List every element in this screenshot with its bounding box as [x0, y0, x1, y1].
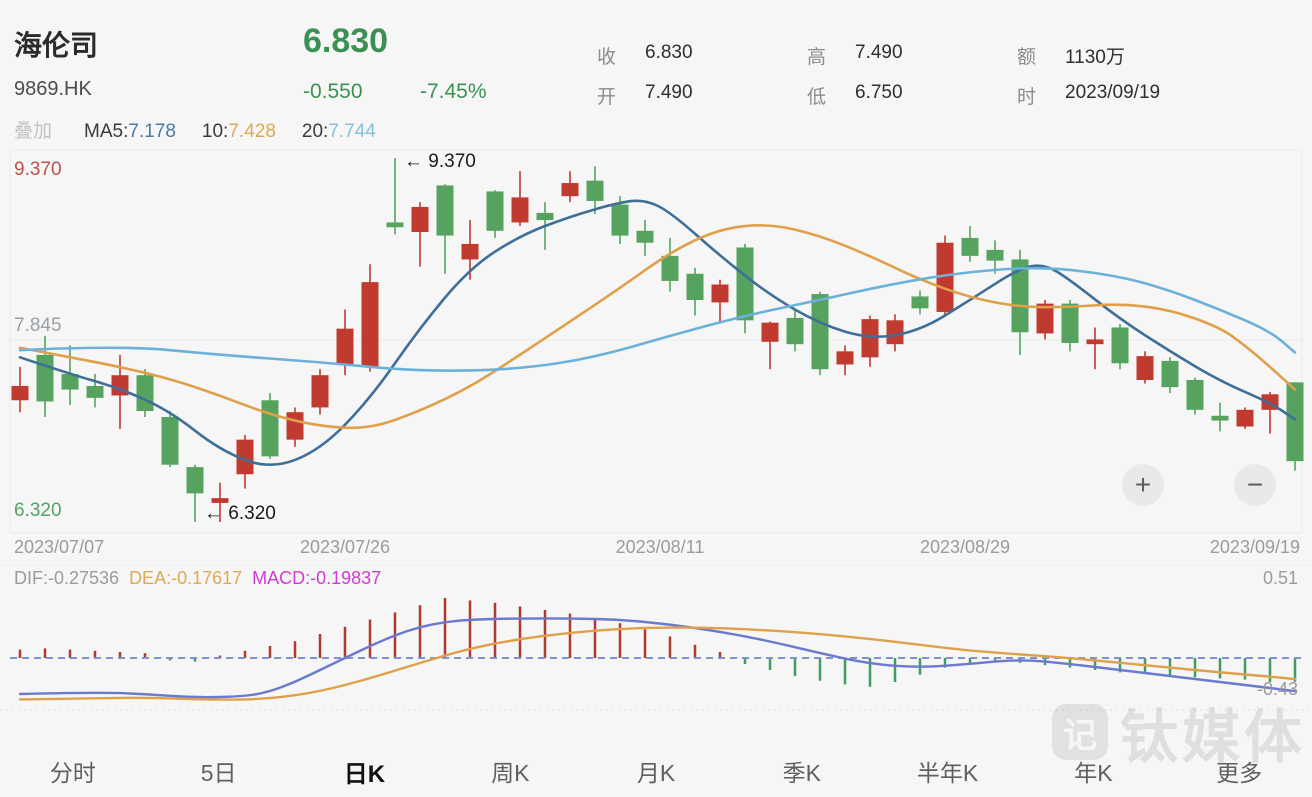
ma5-legend: MA5:7.178: [84, 121, 176, 142]
ma20-legend: 20:7.744: [301, 121, 376, 142]
x-axis-date: 2023/07/07: [14, 537, 105, 557]
ma10-legend: 10:7.428: [201, 121, 276, 142]
overlay-button[interactable]: 叠加: [14, 121, 53, 142]
zoom-in-button[interactable]: +: [1122, 464, 1164, 506]
minus-icon: −: [1246, 469, 1264, 500]
quote-label-low: 低: [807, 87, 827, 108]
indicator-legend-row: 叠加 MA5:7.178 10:7.428 20:7.744: [14, 116, 402, 143]
stock-code: 9869.HK: [14, 78, 92, 100]
x-axis-date: 2023/07/26: [299, 537, 391, 557]
y-axis-label-high: 9.370: [14, 159, 62, 180]
x-axis-date: 2023/08/11: [615, 537, 705, 557]
dif-value-label: DIF:-0.27536: [14, 568, 120, 588]
price-change-percent: -7.45%: [420, 80, 487, 103]
quote-value-open: 7.490: [645, 82, 693, 103]
quote-value-time: 2023/09/19: [1065, 82, 1161, 103]
quote-label-close: 收: [597, 47, 617, 68]
tab-more[interactable]: 更多: [1216, 760, 1263, 786]
dea-value-label: DEA:-0.17617: [129, 568, 243, 588]
macd-axis-min: -0.43: [1256, 679, 1298, 699]
quote-label-turnover: 额: [1017, 47, 1037, 68]
price-change: -0.550: [303, 80, 363, 103]
quote-value-close: 6.830: [645, 42, 693, 63]
y-axis-label-mid: 7.845: [14, 315, 62, 336]
macd-axis-max: 0.51: [1262, 568, 1298, 588]
plus-icon: +: [1134, 469, 1152, 500]
tab-minute[interactable]: 分时: [49, 760, 96, 786]
stock-name: 海伦司: [14, 30, 99, 61]
quote-value-low: 6.750: [855, 82, 903, 103]
x-axis-date: 2023/08/29: [919, 537, 1011, 557]
quote-label-time: 时: [1017, 87, 1037, 108]
period-tab-bar: 分时 5日 日K 周K 月K 季K 半年K 年K 更多: [0, 745, 1312, 797]
quote-label-high: 高: [807, 47, 827, 68]
high-price-annotation: ← 9.370: [404, 151, 476, 172]
quote-label-open: 开: [597, 87, 617, 108]
tab-daily-k[interactable]: 日K: [343, 760, 386, 788]
tab-quarter-k[interactable]: 季K: [782, 760, 821, 786]
zoom-out-button[interactable]: −: [1234, 464, 1276, 506]
last-price: 6.830: [303, 22, 389, 60]
tab-weekly-k[interactable]: 周K: [491, 760, 530, 786]
tab-halfyear-k[interactable]: 半年K: [916, 760, 979, 786]
quote-value-turnover: 1130万: [1065, 47, 1125, 68]
quote-value-high: 7.490: [855, 42, 903, 63]
low-price-annotation: ← 6.320: [204, 503, 276, 524]
tab-monthly-k[interactable]: 月K: [636, 760, 676, 786]
tab-5day[interactable]: 5日: [200, 760, 237, 786]
x-axis-date: 2023/09/19: [1209, 537, 1300, 557]
tab-year-k[interactable]: 年K: [1074, 760, 1113, 786]
macd-value-label: MACD:-0.19837: [252, 568, 382, 588]
y-axis-label-low: 6.320: [14, 500, 62, 521]
macd-legend-row: DIF:-0.27536 DEA:-0.17617 MACD:-0.19837: [14, 568, 381, 589]
